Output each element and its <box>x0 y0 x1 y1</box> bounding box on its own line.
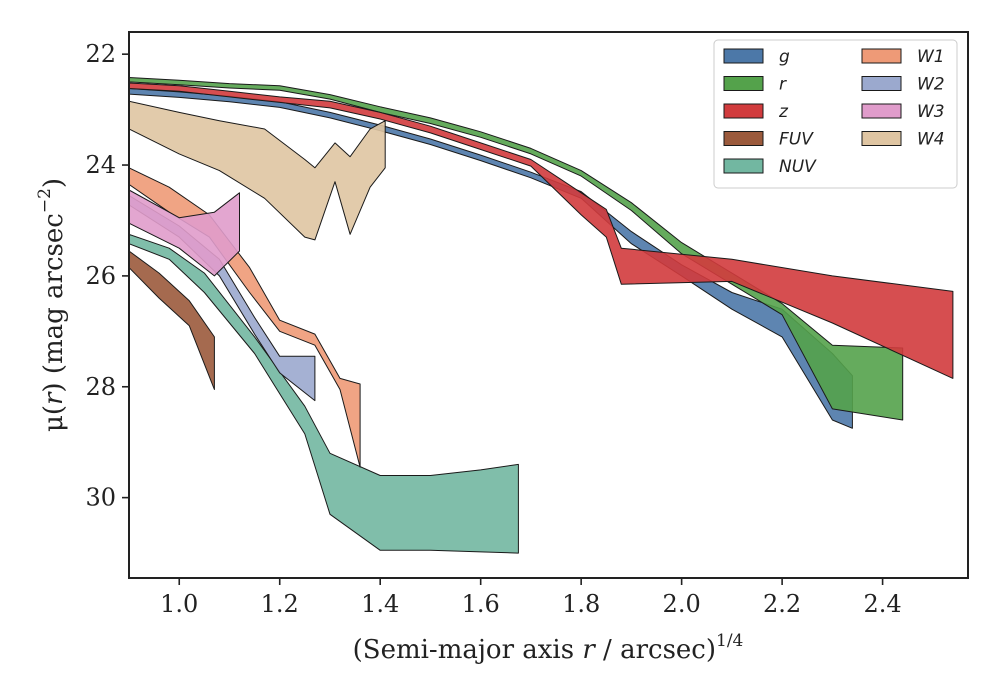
legend-label-w4: W4 <box>917 130 945 150</box>
x-tick-label: 1.2 <box>261 590 299 618</box>
legend-swatch-nuv <box>723 158 764 174</box>
legend-swatch-w1 <box>861 48 902 64</box>
x-tick-label: 2.0 <box>663 590 701 618</box>
y-tick-label: 24 <box>85 151 116 179</box>
y-tick-label: 28 <box>85 373 116 401</box>
band-g <box>129 88 853 429</box>
x-axis-label: (Semi-major axis r / arcsec)1/4 <box>353 631 744 665</box>
x-axis: 1.0 1.2 1.4 1.6 1.8 2.0 2.2 2.4 <box>160 578 902 618</box>
legend-swatch-fuv <box>723 131 764 146</box>
y-tick-label: 26 <box>85 262 116 290</box>
legend-label-r: r <box>779 75 787 95</box>
legend-label-nuv: NUV <box>779 157 817 177</box>
band-r <box>129 77 904 421</box>
legend-swatch-r <box>723 76 764 91</box>
legend-label-g: g <box>779 47 790 67</box>
legend-swatch-z <box>723 103 764 119</box>
band-z <box>129 82 954 379</box>
legend-label-w2: W2 <box>917 75 945 95</box>
legend-label-w1: W1 <box>917 47 945 67</box>
legend-swatch-g <box>723 48 764 64</box>
y-tick-label: 30 <box>85 484 116 512</box>
legend-label-z: z <box>778 102 789 122</box>
x-tick-label: 1.0 <box>160 590 198 618</box>
legend: grz FUV NUV W1 W2 W3 W4 <box>713 39 958 189</box>
band-w4 <box>129 100 386 241</box>
x-tick-label: 2.2 <box>763 590 801 618</box>
legend-label-fuv: FUV <box>779 130 814 150</box>
legend-swatch-w4 <box>861 131 902 146</box>
band-w3 <box>129 189 240 277</box>
y-axis-label: μ(r) (mag arcsec−2) <box>35 178 69 432</box>
band-fuv <box>129 250 215 390</box>
y-axis: 22 24 26 28 30 <box>85 40 129 512</box>
legend-label-w3: W3 <box>917 102 945 122</box>
x-tick-label: 2.4 <box>864 590 902 618</box>
x-tick-label: 1.6 <box>462 590 500 618</box>
series-bands <box>129 77 954 554</box>
x-tick-label: 1.8 <box>562 590 600 618</box>
band-nuv <box>129 233 519 554</box>
x-tick-label: 1.4 <box>361 590 399 618</box>
legend-swatch-w2 <box>861 76 902 91</box>
legend-swatch-w3 <box>861 103 902 119</box>
plot-frame <box>128 31 969 579</box>
y-tick-label: 22 <box>85 40 116 68</box>
